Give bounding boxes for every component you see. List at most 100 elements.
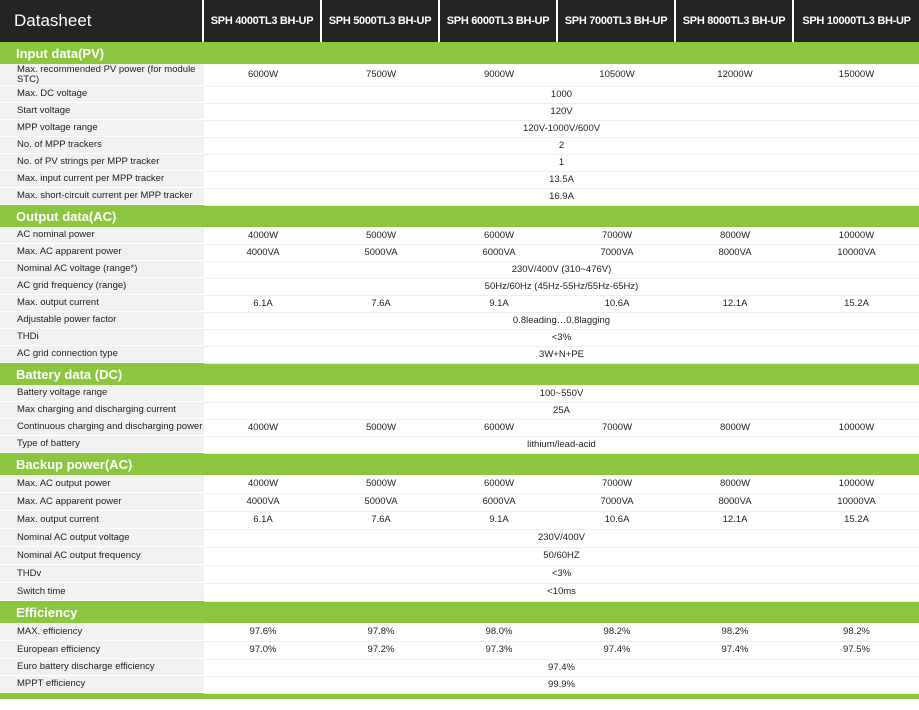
row-label: Switch time — [0, 583, 204, 601]
row-values: 25A — [204, 402, 919, 420]
value-cell: 4000VA — [246, 246, 280, 258]
row-values: 50Hz/60Hz (45Hz-55Hz/55Hz-65Hz) — [204, 278, 919, 296]
row-values: 0.8leading…0.8lagging — [204, 312, 919, 330]
value-cell: 98.2% — [843, 626, 870, 637]
table-row: AC grid connection type 3W+N+PE — [0, 346, 919, 364]
row-values: 16.9A — [204, 188, 919, 206]
value-cell: 10000W — [838, 229, 875, 241]
value-cell: 10000W — [838, 478, 875, 489]
value-cell: 97.8% — [367, 626, 395, 637]
row-label: MAX. efficiency — [0, 623, 204, 641]
table-row: Max. AC apparent power 4000VA 5000VA 6000VA… — [0, 493, 919, 512]
row-values: 120V — [204, 103, 919, 121]
table-row: Continuous charging and discharging powe… — [0, 419, 919, 437]
value-cell: 9.1A — [489, 297, 509, 309]
table-row: Switch time <10ms — [0, 583, 919, 602]
shared-value-cell: 13.5A — [549, 173, 574, 185]
table-row: Max. AC output power 4000W 5000W 6000W 7000W… — [0, 475, 919, 494]
table-row: AC grid frequency (range) 50Hz/60Hz (45Hz… — [0, 278, 919, 296]
value-cell: 97.2% — [367, 644, 395, 655]
value-cell: 6000W — [483, 478, 515, 489]
value-cell: 5000W — [365, 229, 397, 241]
model-header: SPH 6000TL3 BH-UP — [440, 0, 558, 42]
value-cell: 8000VA — [718, 496, 752, 507]
row-label: Type of battery — [0, 436, 204, 453]
value-cell: 5000W — [365, 478, 397, 489]
value-cell: 7000VA — [600, 496, 634, 507]
shared-value-cell: 16.9A — [549, 190, 574, 202]
value-cell: 8000W — [719, 229, 751, 241]
row-values: 230V/400V (310~476V) — [204, 261, 919, 279]
model-header: SPH 5000TL3 BH-UP — [322, 0, 440, 42]
row-label: THDv — [0, 565, 204, 583]
datasheet-header: Datasheet SPH 4000TL3 BH-UP SPH 5000TL3 … — [0, 0, 919, 42]
value-cell: 97.4% — [721, 644, 749, 655]
table-row: Nominal AC voltage (range*) 230V/400V (31… — [0, 261, 919, 279]
value-cell: 98.2% — [721, 626, 749, 637]
datasheet-body: Input data(PV) Max. recommended PV power … — [0, 42, 919, 694]
shared-value-cell: lithium/lead-acid — [527, 438, 596, 450]
value-cell: 6000W — [483, 229, 515, 241]
row-label: AC nominal power — [0, 227, 204, 244]
next-section-band — [0, 693, 919, 699]
row-label: THDi — [0, 329, 204, 346]
table-row: Max. DC voltage 1000 — [0, 86, 919, 104]
shared-value-cell: 3W+N+PE — [539, 348, 584, 360]
table-row: Adjustable power factor 0.8leading…0.8lag… — [0, 312, 919, 330]
value-cell: 4000VA — [246, 496, 280, 507]
row-values: 6000W 7500W 9000W 10500W 12000W 15000W — [204, 64, 919, 87]
table-row: Start voltage 120V — [0, 103, 919, 121]
value-cell: 15.2A — [844, 297, 869, 309]
row-label: MPPT efficiency — [0, 676, 204, 693]
value-cell: 5000VA — [364, 246, 398, 258]
value-cell: 98.0% — [485, 626, 513, 637]
row-values: 4000W 5000W 6000W 7000W 8000W 10000W — [204, 227, 919, 245]
row-label: Max. output current — [0, 511, 204, 529]
shared-value-cell: 230V/400V (310~476V) — [511, 263, 612, 275]
value-cell: 15.2A — [844, 514, 869, 525]
row-label: Max. output current — [0, 295, 204, 312]
row-values: 4000W 5000W 6000W 7000W 8000W 10000W — [204, 475, 919, 494]
row-values: 1000 — [204, 86, 919, 104]
row-values: 50/60HZ — [204, 547, 919, 566]
value-cell: 4000W — [247, 421, 279, 433]
row-label: Adjustable power factor — [0, 312, 204, 329]
value-cell: 10000W — [838, 421, 875, 433]
row-values: <3% — [204, 329, 919, 347]
table-row: MPPT efficiency 99.9% — [0, 676, 919, 694]
shared-value-cell: 120V-1000V/600V — [522, 122, 601, 134]
table-row: Max. output current 6.1A 7.6A 9.1A 10.6A 12.1… — [0, 511, 919, 530]
model-header: SPH 4000TL3 BH-UP — [204, 0, 322, 42]
table-row: European efficiency 97.0% 97.2% 97.3% 97.4% 9… — [0, 641, 919, 660]
value-cell: 7000W — [601, 229, 633, 241]
row-label: Max. short-circuit current per MPP track… — [0, 188, 204, 205]
value-cell: 97.3% — [485, 644, 513, 655]
value-cell: 9.1A — [489, 514, 509, 525]
row-values: 230V/400V — [204, 529, 919, 548]
row-values: 97.6% 97.8% 98.0% 98.2% 98.2% 98.2% — [204, 623, 919, 642]
row-values: 1 — [204, 154, 919, 172]
row-label: Nominal AC output frequency — [0, 547, 204, 565]
shared-value-cell: 120V — [550, 105, 573, 117]
shared-value-cell: 1 — [558, 156, 565, 168]
shared-value-cell: 0.8leading…0.8lagging — [512, 314, 611, 326]
value-cell: 4000W — [247, 229, 279, 241]
row-values: 100~550V — [204, 385, 919, 403]
section-heading: Input data(PV) — [0, 42, 919, 64]
model-header: SPH 10000TL3 BH-UP — [794, 0, 919, 42]
value-cell: 8000VA — [718, 246, 752, 258]
table-row: Battery voltage range 100~550V — [0, 385, 919, 403]
value-cell: 97.0% — [249, 644, 277, 655]
row-label: Nominal AC voltage (range*) — [0, 261, 204, 278]
section-heading: Efficiency — [0, 601, 919, 623]
shared-value-cell: 25A — [553, 404, 570, 416]
value-cell: 6000VA — [482, 496, 516, 507]
value-cell: 10.6A — [604, 514, 630, 525]
table-row: No. of PV strings per MPP tracker 1 — [0, 154, 919, 172]
shared-value-cell: 100~550V — [539, 387, 584, 399]
table-row: THDi <3% — [0, 329, 919, 347]
table-row: THDv <3% — [0, 565, 919, 584]
row-label: Euro battery discharge efficiency — [0, 659, 204, 676]
row-label: No. of PV strings per MPP tracker — [0, 154, 204, 171]
